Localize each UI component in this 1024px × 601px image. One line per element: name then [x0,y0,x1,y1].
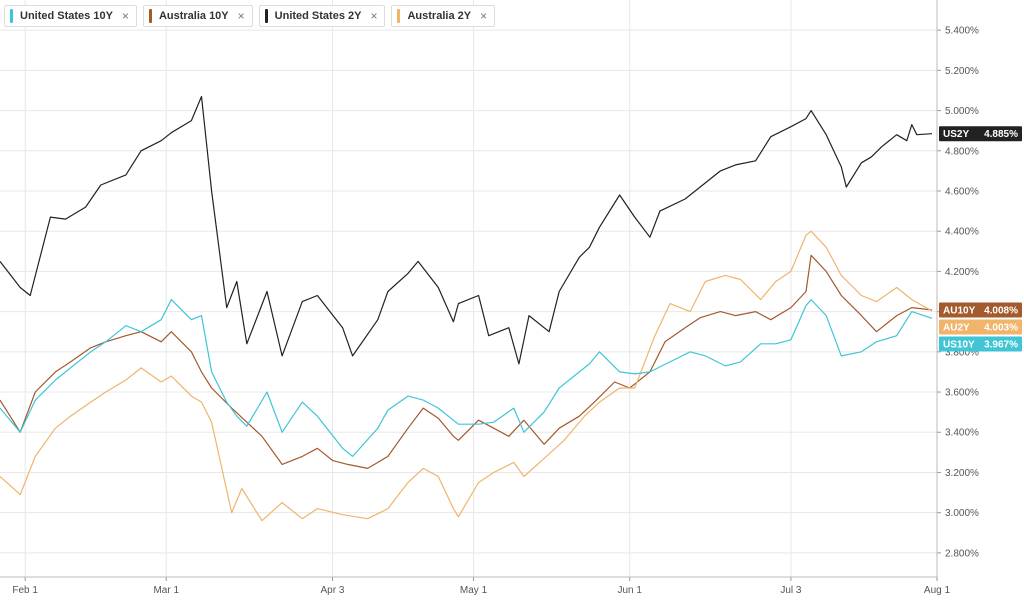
value-badge-us10y [939,336,1022,352]
x-tick-label: Apr 3 [321,585,345,596]
value-badge-au2y [939,319,1022,335]
close-icon[interactable]: × [121,9,129,23]
legend-swatch-us2y [264,9,268,23]
legend-chip-us2y[interactable]: United States 2Y × [258,5,386,27]
value-badge-us2y [939,126,1022,142]
grid [0,0,938,577]
y-tick-label: 3.400% [945,428,979,439]
x-tick-label: Jun 1 [617,585,642,596]
series-line-au10y [0,254,933,469]
value-badge-value: 4.003% [984,323,1018,334]
last-value-labels: US2Y 4.885% AU10Y 4.008% AU2Y 4.003% US10Y 3.96… [939,126,1022,352]
legend-label-us10y: United States 10Y [20,10,113,22]
series-line-au2y [0,230,933,522]
value-badge-value: 4.885% [984,129,1018,140]
value-badge-au10y [939,302,1022,318]
legend-chip-us10y[interactable]: United States 10Y × [4,5,137,27]
close-icon[interactable]: × [370,9,378,23]
value-badge-name: AU2Y [943,323,970,334]
close-icon[interactable]: × [480,9,488,23]
y-tick-label: 2.800% [945,548,979,559]
series-line-us10y [0,299,933,457]
series-lines [0,95,933,522]
legend-label-au10y: Australia 10Y [158,10,229,22]
legend-swatch-au2y [397,9,401,23]
x-tick-label: May 1 [460,585,488,596]
value-badge-value: 3.967% [984,340,1018,351]
legend-chip-au2y[interactable]: Australia 2Y × [391,5,496,27]
legend-swatch-au10y [148,9,152,23]
y-tick-label: 4.200% [945,267,979,278]
y-tick-label: 4.800% [945,146,979,157]
legend-label-au2y: Australia 2Y [407,10,472,22]
x-tick-label: Jul 3 [780,585,802,596]
y-tick-label: 5.400% [945,26,979,37]
y-tick-label: 5.200% [945,66,979,77]
value-badge-value: 4.008% [984,306,1018,317]
legend: United States 10Y × Australia 10Y × Unit… [4,5,496,27]
axes: 2.800%3.000%3.200%3.400%3.600%3.800%4.00… [0,0,979,596]
y-tick-label: 4.600% [945,186,979,197]
legend-chip-au10y[interactable]: Australia 10Y × [142,5,253,27]
y-tick-label: 3.200% [945,468,979,479]
legend-label-us2y: United States 2Y [274,10,362,22]
y-tick-label: 5.000% [945,106,979,117]
y-tick-label: 3.600% [945,388,979,399]
close-icon[interactable]: × [237,9,245,23]
value-badge-name: US10Y [943,340,975,351]
x-tick-label: Aug 1 [924,585,951,596]
y-tick-label: 3.800% [945,347,979,358]
series-line-us2y [0,95,933,365]
y-tick-label: 3.000% [945,508,979,519]
y-tick-label: 4.400% [945,227,979,238]
value-badge-name: US2Y [943,129,969,140]
value-badge-name: AU10Y [943,306,976,317]
x-tick-label: Mar 1 [153,585,179,596]
x-tick-label: Feb 1 [12,585,38,596]
legend-swatch-us10y [10,9,13,23]
